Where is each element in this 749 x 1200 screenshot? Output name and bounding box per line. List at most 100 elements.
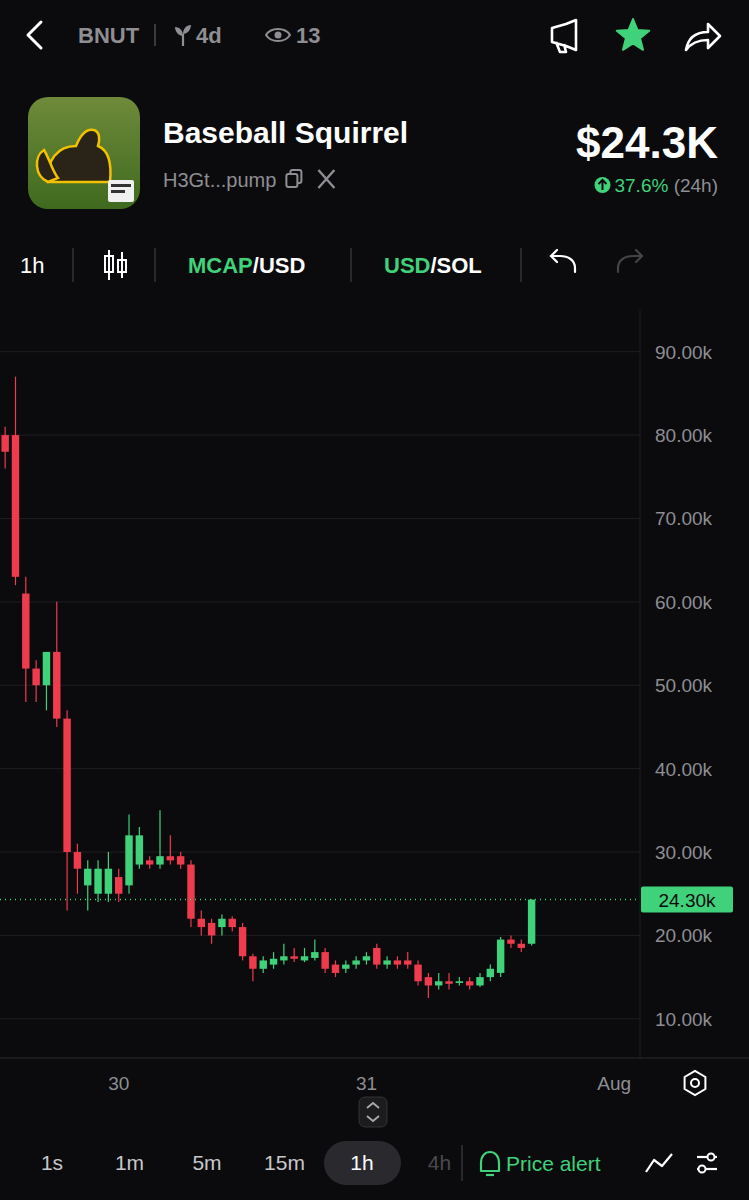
price-alert-button[interactable]: Price alert [506,1152,601,1175]
candle-icon-body[interactable] [105,256,113,272]
candle-body [435,981,442,985]
grid-line [0,685,640,686]
logo-squirrel [48,130,111,182]
token-header: Baseball SquirrelH3Gt...pump$24.3K37.6% … [28,97,718,209]
x-tick-label: Aug [597,1073,631,1094]
last-price-line [0,899,640,901]
candle-body [156,856,163,864]
candle-body [218,919,225,927]
currency-toggle-active: USD [384,253,430,278]
undo-button[interactable] [551,250,575,272]
candle-body [404,960,411,964]
candle-body [208,923,215,936]
candle-body [53,652,60,719]
candle-wick [294,948,295,962]
toolbar-separator [350,248,352,282]
candle-body [198,919,205,927]
interval-option[interactable]: 1s [41,1151,63,1174]
footer-separator [461,1145,463,1181]
views: 13 [296,23,320,48]
separator [154,24,156,46]
interval-button[interactable]: 1h [20,253,44,278]
candle-body [270,959,277,965]
candle-icon-wick[interactable] [108,250,110,280]
candle-body [352,960,359,964]
slider-knob[interactable] [699,1166,706,1173]
y-tick-label: 20.00k [655,925,713,946]
settings-hexagon[interactable] [685,1071,706,1095]
toolbar-separator [520,248,522,282]
logo-bg [28,97,140,209]
candle-body [12,435,19,577]
copy-button[interactable] [286,170,301,187]
grid-line [0,768,640,769]
candle-body [229,919,236,927]
y-tick-label: 70.00k [655,508,713,529]
slider-knob[interactable] [708,1154,715,1161]
interval-option[interactable]: 5m [192,1151,221,1174]
mcap-toggle[interactable]: MCAP/USD [188,253,305,278]
announce-button[interactable] [552,20,576,52]
y-tick-label: 90.00k [655,342,713,363]
candle-body [167,856,174,860]
candle-wick [87,860,88,910]
price-alert-icon[interactable] [481,1152,499,1175]
candle-body [136,835,143,864]
x-link[interactable] [318,170,334,188]
interval-option[interactable]: 4h [428,1151,451,1174]
age-icon-leaf [175,27,183,36]
candle-body [373,948,380,965]
bell-body[interactable] [481,1152,499,1171]
bell-clapper[interactable] [486,1174,494,1176]
chart: 10.00k20.00k30.00k40.00k50.00k60.00k70.0… [0,310,749,1127]
indicator-button[interactable] [646,1154,672,1172]
x-axis-line [0,1058,749,1059]
copy-icon[interactable] [286,174,297,187]
candle-body [332,965,339,973]
candle-body [363,956,370,960]
candle-icon-body[interactable] [118,260,126,272]
x-tick-label: 31 [356,1073,377,1094]
back-button[interactable] [28,22,41,48]
chart-toolbar: 1h MCAP/USD USD/SOL [20,248,642,282]
candle-icon-wick[interactable] [121,252,123,278]
candle-body [487,969,494,977]
candle-body [507,940,514,944]
scale-toggle-button[interactable] [359,1097,387,1127]
scale-toggle-icon[interactable] [367,1103,379,1121]
token-address: H3Gt...pump [163,169,276,191]
y-tick-label: 50.00k [655,675,713,696]
interval-option[interactable]: 15m [264,1151,305,1174]
candle-body [84,869,91,886]
candle-body [187,865,194,919]
candle-body [94,869,101,894]
grid-line [0,852,640,853]
currency-toggle[interactable]: USD/SOL [384,253,482,278]
announce-icon[interactable] [552,20,576,52]
chart-settings-button[interactable] [685,1071,706,1095]
candle-body [394,960,401,964]
candle-body [518,944,525,948]
grid-line [0,1018,640,1019]
settings-dot[interactable] [691,1079,699,1087]
candle-body [177,856,184,864]
toolbar-separator [72,248,74,282]
favorite-button[interactable] [617,19,649,50]
background [0,0,749,1200]
grid-line [0,601,640,602]
interval-option[interactable]: 1h [350,1151,373,1174]
interval-option[interactable]: 1m [115,1151,144,1174]
scale-toggle-bg[interactable] [359,1097,387,1127]
candle-body [1,435,8,452]
candle-type-button[interactable] [105,250,126,280]
chart-options-button[interactable] [697,1154,717,1173]
token-logo [28,97,140,209]
redo-button [618,250,642,272]
change-icon-arrow [598,180,606,190]
candle-body [43,652,50,685]
candle-body [22,594,29,669]
share-button[interactable] [686,24,720,50]
candle-body [425,977,432,985]
candle-body [115,877,122,894]
y-tick-label: 40.00k [655,759,713,780]
